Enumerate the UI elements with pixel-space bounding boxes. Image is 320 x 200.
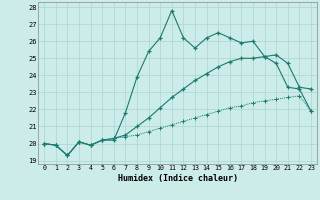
X-axis label: Humidex (Indice chaleur): Humidex (Indice chaleur) xyxy=(118,174,238,183)
